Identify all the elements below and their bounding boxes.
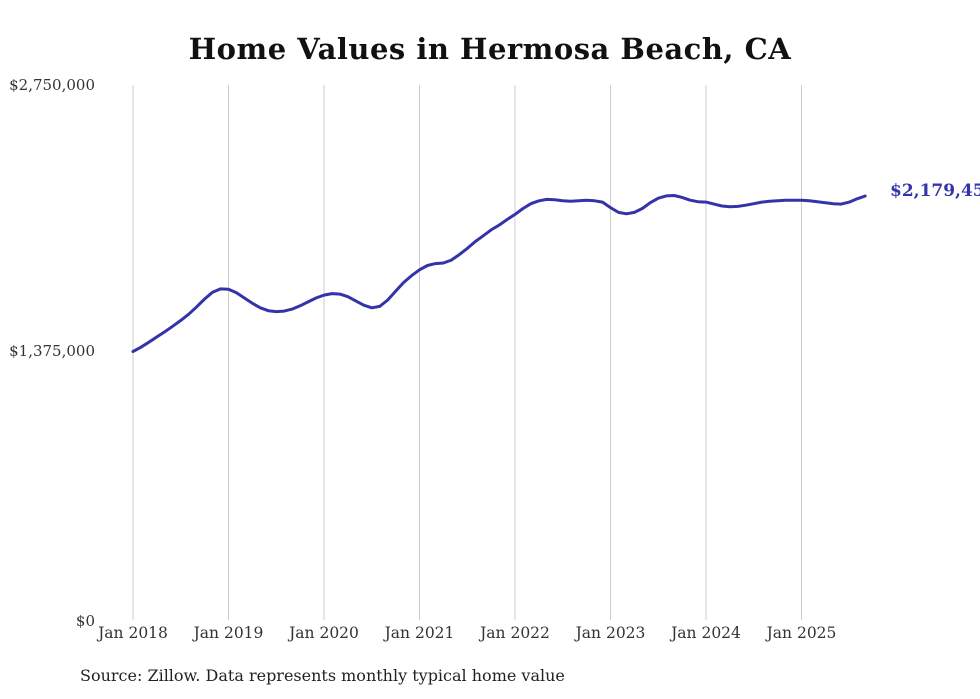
y-axis-label-zero: $0: [75, 612, 95, 630]
end-value-label: $2,179,452: [890, 181, 980, 201]
x-axis-label: Jan 2024: [671, 624, 741, 642]
x-axis-label: Jan 2020: [289, 624, 359, 642]
x-axis-label: Jan 2018: [98, 624, 168, 642]
x-axis-label: Jan 2022: [480, 624, 550, 642]
x-axis-label: Jan 2021: [384, 624, 455, 642]
y-axis-label-max: $2,750,000: [9, 76, 95, 94]
home-value-line: [131, 194, 867, 353]
source-note: Source: Zillow. Data represents monthly …: [80, 666, 565, 685]
chart-title: Home Values in Hermosa Beach, CA: [188, 32, 792, 66]
x-axis-label: Jan 2025: [766, 624, 837, 642]
x-axis-label: Jan 2023: [575, 624, 646, 642]
x-axis-label: Jan 2019: [193, 624, 264, 642]
y-axis-label-mid: $1,375,000: [9, 342, 95, 360]
